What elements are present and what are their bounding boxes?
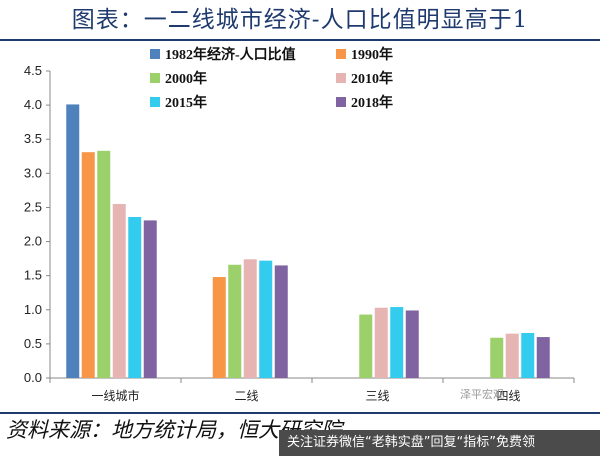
bar	[274, 265, 288, 378]
bar	[536, 337, 550, 378]
bar	[212, 277, 226, 378]
bar	[128, 216, 142, 378]
bar	[143, 220, 157, 378]
legend-label: 2015年	[165, 94, 207, 111]
bar	[259, 260, 273, 378]
y-tick-label: 0.0	[24, 370, 42, 385]
legend-label: 2010年	[351, 70, 393, 87]
bar	[228, 264, 242, 378]
bar	[112, 204, 126, 378]
legend-swatch	[336, 49, 346, 59]
legend-swatch	[336, 97, 346, 107]
bar	[405, 310, 419, 378]
source-rule	[0, 412, 600, 414]
y-tick-label: 2.0	[24, 234, 42, 249]
y-tick-label: 4.0	[24, 97, 42, 112]
legend: 1982年经济-人口比值 1990年 2000年 2010年 2015年 2018年	[150, 46, 393, 111]
legend-label: 1982年经济-人口比值	[165, 46, 296, 63]
y-tick-label: 1.0	[24, 302, 42, 317]
bar	[390, 307, 404, 378]
bar	[521, 332, 535, 378]
category-label: 四线	[496, 389, 520, 403]
legend-swatch	[150, 73, 160, 83]
legend-label: 2000年	[165, 70, 207, 87]
promo-banner: 关注证券微信“老韩实盘”回复“指标”免费领	[279, 430, 600, 456]
bar	[243, 259, 257, 378]
y-tick-label: 1.5	[24, 268, 42, 283]
bar	[66, 104, 80, 378]
axes: 0.0 0.5 1.0 1.5 2.0 2.5 3.0 3.5 4.0 4.5 一线城市 二线 三线 四线	[24, 63, 575, 403]
y-tick-label: 2.5	[24, 199, 42, 214]
y-tick-label: 4.5	[24, 63, 42, 78]
legend-swatch	[150, 49, 160, 59]
chart-title: 图表：一二线城市经济-人口比值明显高于1	[71, 7, 529, 33]
legend-label: 1990年	[351, 46, 393, 63]
watermark: 泽平宏观	[460, 388, 504, 401]
y-tick-label: 3.5	[24, 131, 42, 146]
bars	[66, 104, 550, 378]
bar	[97, 150, 111, 378]
bar	[374, 307, 388, 378]
category-label: 一线城市	[91, 388, 139, 403]
y-tick-label: 3.0	[24, 165, 42, 180]
bar	[81, 152, 95, 378]
bar-chart: 0.0 0.5 1.0 1.5 2.0 2.5 3.0 3.5 4.0 4.5 一线城市 二线 三线 四线…	[24, 46, 575, 403]
category-label: 二线	[234, 389, 258, 403]
bar	[359, 314, 373, 378]
legend-swatch	[336, 73, 346, 83]
bar	[490, 337, 504, 378]
title-rule	[0, 39, 600, 41]
category-label: 三线	[365, 389, 389, 403]
y-tick-label: 0.5	[24, 336, 42, 351]
bar	[505, 333, 519, 378]
legend-label: 2018年	[351, 94, 393, 111]
legend-swatch	[150, 97, 160, 107]
